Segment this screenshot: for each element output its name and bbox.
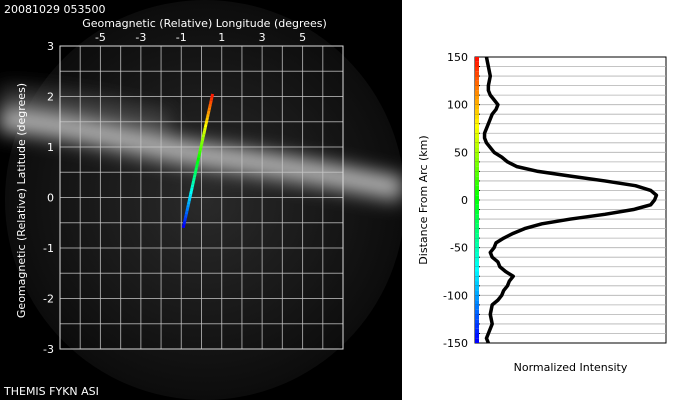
profile-y-axis-label: Distance From Arc (km) — [417, 135, 430, 264]
cross-section-segment — [181, 224, 186, 229]
plot-frame — [59, 45, 344, 350]
cross-section-segment — [206, 110, 211, 115]
y-tick-label: 2 — [47, 91, 54, 104]
y-tick-label: -2 — [43, 293, 54, 306]
timestamp-label: 20081029 053500 — [4, 3, 105, 16]
x-tick-label: -3 — [135, 31, 146, 44]
cross-section-segment — [184, 214, 188, 219]
cross-section-segment — [203, 127, 207, 132]
profile-y-tick-label: 150 — [447, 51, 468, 64]
cross-section-segment — [191, 180, 196, 185]
y-axis-label: Geomagnetic (Relative) Latitude (degrees… — [15, 83, 28, 318]
cross-section-segment — [184, 210, 189, 215]
cross-section-segment — [202, 130, 207, 135]
y-tick-label: -3 — [43, 343, 54, 356]
cross-section-segment — [201, 133, 206, 138]
cross-section-segment — [199, 143, 204, 148]
y-tick-label: -1 — [43, 242, 54, 255]
cross-section-segment — [182, 220, 187, 225]
auroral-arc — [0, 86, 405, 203]
y-tick-label: 0 — [47, 192, 54, 205]
cross-section-segment — [195, 160, 200, 165]
profile-y-tick-label: -150 — [443, 337, 468, 350]
cross-section-segment — [200, 140, 204, 145]
profile-y-tick-label: -100 — [443, 289, 468, 302]
cross-section-segment — [204, 120, 209, 125]
cross-section-segment — [200, 137, 205, 142]
cross-section-segment — [203, 123, 208, 128]
profile-y-tick-label: 50 — [454, 146, 468, 159]
x-tick-label: 1 — [218, 31, 225, 44]
cross-section-segment — [195, 163, 199, 168]
cross-section-segment — [189, 187, 194, 192]
cross-section-segment — [207, 107, 212, 112]
cross-section-segment — [197, 150, 202, 155]
cross-section-segment — [186, 204, 190, 209]
x-tick-label: 5 — [299, 31, 306, 44]
cross-section-segment — [198, 147, 203, 152]
cross-section-segment — [208, 103, 212, 108]
cross-section-segment — [210, 93, 215, 98]
cross-section-segment — [193, 170, 198, 175]
x-axis-label: Geomagnetic (Relative) Longitude (degree… — [82, 17, 327, 30]
cross-section-segment — [192, 173, 197, 178]
cross-section-segment — [183, 217, 187, 222]
cross-section-segment — [206, 113, 210, 118]
cross-section-segment — [196, 157, 201, 162]
cross-section-segment — [194, 167, 198, 172]
intensity-profile-panel: -150 -100 -50 0 50 100 150 Distance From Arc (k… — [402, 0, 700, 400]
y-tick-label: 3 — [47, 40, 54, 53]
profile-x-axis-label: Normalized Intensity — [514, 361, 628, 374]
cross-section-segment — [185, 207, 190, 212]
intensity-profile-chart: -150 -100 -50 0 50 100 150 Distance From Arc (k… — [417, 51, 667, 374]
cross-section-segment — [205, 117, 209, 122]
sky-background — [5, 0, 405, 400]
cross-section-segment — [192, 177, 196, 182]
x-tick-label: -1 — [176, 31, 187, 44]
x-tick-label: 3 — [259, 31, 266, 44]
cross-section-segment — [208, 100, 213, 105]
cross-section-segment — [189, 190, 193, 195]
footer-label: THEMIS FYKN ASI — [3, 385, 99, 398]
profile-y-tick-label: 100 — [447, 99, 468, 112]
intensity-profile-line — [482, 56, 659, 344]
cross-section-segment — [209, 96, 214, 101]
cross-section-segment — [187, 197, 192, 202]
y-tick-label: 1 — [47, 141, 54, 154]
profile-y-tick-label: 0 — [461, 194, 468, 207]
profile-y-tick-label: -50 — [450, 242, 468, 255]
cross-section-segment — [186, 200, 191, 205]
cross-section-segment — [188, 194, 193, 199]
all-sky-image-panel: -5 -3 -1 1 3 5 -3 -2 -1 0 1 2 3 Geomagnetic (Relative… — [0, 0, 405, 400]
cross-section-segment — [190, 183, 195, 188]
x-tick-label: -5 — [95, 31, 106, 44]
cross-section-segment — [197, 153, 201, 158]
